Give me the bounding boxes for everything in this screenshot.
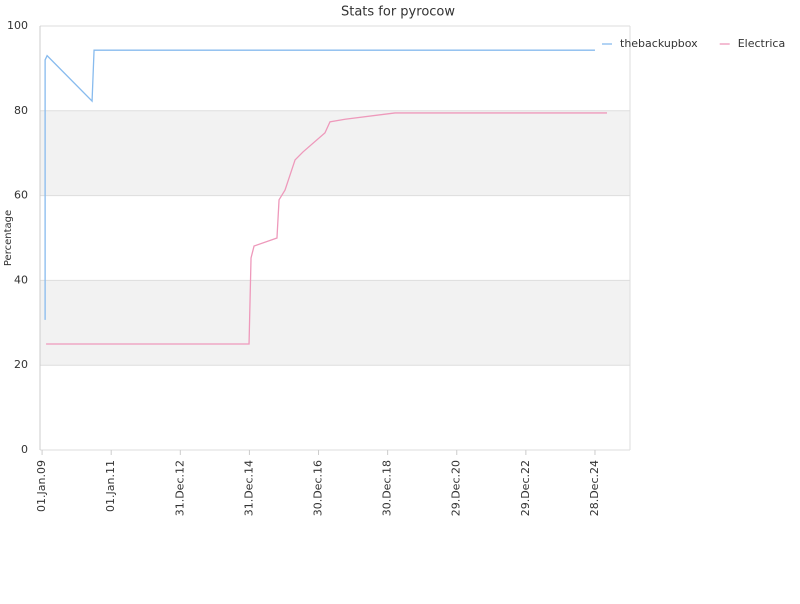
y-axis-label: Percentage bbox=[3, 210, 14, 266]
y-tick-label: 100 bbox=[7, 19, 28, 32]
series-line bbox=[46, 112, 607, 345]
y-tick-label: 0 bbox=[21, 443, 28, 456]
grid-band bbox=[40, 110, 630, 196]
x-tick-label: 29.Dec.20 bbox=[450, 460, 463, 516]
x-tick-label: 31.Dec.12 bbox=[173, 460, 186, 516]
y-tick-label: 60 bbox=[14, 189, 28, 202]
x-tick-label: 01.Jan.09 bbox=[35, 460, 48, 512]
x-tick-label: 01.Jan.11 bbox=[104, 460, 117, 512]
legend-label: Electrica bbox=[738, 37, 786, 50]
y-tick-label: 20 bbox=[14, 358, 28, 371]
series-line bbox=[44, 49, 595, 320]
chart-title: Stats for pyrocow bbox=[341, 5, 455, 20]
legend-label: thebackupbox bbox=[620, 37, 698, 50]
x-tick-label: 28.Dec.24 bbox=[588, 460, 601, 516]
x-tick-label: 29.Dec.22 bbox=[519, 460, 532, 516]
grid-band bbox=[40, 280, 630, 366]
x-tick-label: 30.Dec.18 bbox=[381, 460, 394, 516]
y-tick-label: 40 bbox=[14, 273, 28, 286]
y-tick-label: 80 bbox=[14, 104, 28, 117]
x-tick-label: 30.Dec.16 bbox=[312, 460, 325, 516]
x-tick-label: 31.Dec.14 bbox=[242, 460, 255, 516]
